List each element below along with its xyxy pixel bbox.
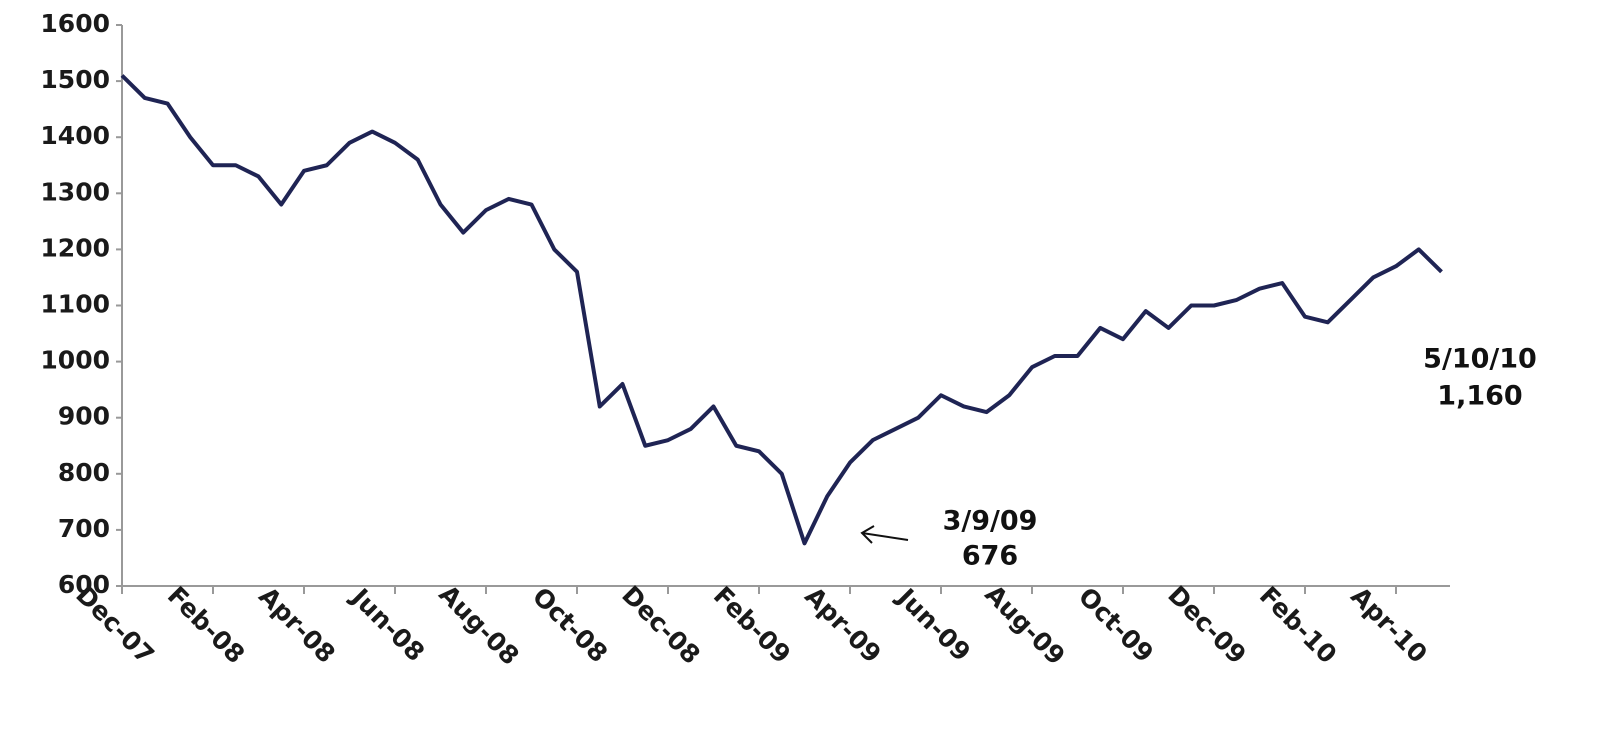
x-tick-label: Aug-08: [433, 579, 524, 670]
x-tick-label: Feb-09: [708, 581, 796, 669]
y-tick-label: 1600: [40, 9, 110, 38]
y-tick-label: 1300: [40, 177, 110, 206]
y-tick-label: 800: [58, 458, 110, 487]
y-tick-label: 1000: [40, 346, 110, 375]
y-tick-label: 600: [58, 570, 110, 599]
annotation-value: 1,160: [1437, 381, 1522, 412]
x-tick-label: Apr-09: [799, 581, 887, 669]
annotation-value: 676: [962, 541, 1018, 572]
y-tick-label: 1100: [40, 290, 110, 319]
x-tick-label: Oct-08: [527, 582, 613, 668]
y-tick-label: 1400: [40, 121, 110, 150]
x-tick-label: Dec-07: [70, 580, 160, 670]
x-tick-label: Jun-09: [891, 581, 977, 667]
x-tick-label: Dec-08: [616, 580, 706, 670]
x-tick-label: Aug-09: [979, 579, 1070, 670]
y-tick-label: 1200: [40, 233, 110, 262]
x-tick-label: Apr-10: [1345, 581, 1433, 669]
annotation-date: 3/9/09: [943, 506, 1038, 537]
x-tick-label: Dec-09: [1162, 580, 1252, 670]
price-line: [120, 74, 1443, 546]
y-tick-label: 700: [58, 514, 110, 543]
x-tick-label: Feb-08: [162, 581, 250, 669]
y-tick-label: 1500: [40, 65, 110, 94]
annotation-date: 5/10/10: [1423, 344, 1537, 375]
x-tick-label: Feb-10: [1254, 581, 1342, 669]
x-tick-label: Oct-09: [1073, 582, 1159, 668]
x-tick-label: Jun-08: [345, 581, 431, 667]
annotation-arrow: [860, 525, 909, 544]
x-tick-label: Apr-08: [253, 581, 341, 669]
y-tick-label: 900: [58, 402, 110, 431]
